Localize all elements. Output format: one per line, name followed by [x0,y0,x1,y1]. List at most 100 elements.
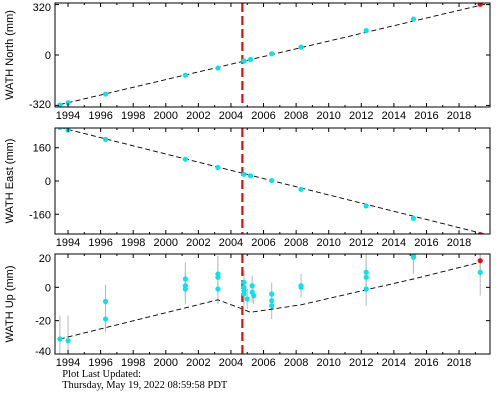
east-data-point [215,164,221,171]
east-data-point [363,203,369,209]
north-x-tick-label: 2002 [186,110,210,122]
north-latest-point [477,3,483,7]
up-x-tick-label: 2018 [447,357,471,369]
east-x-tick-label: 2018 [447,237,471,249]
north-data-point [65,100,71,106]
up-x-tick-label: 2004 [219,357,243,369]
north-data-point [102,91,109,97]
up-data-point [57,336,63,342]
north-plot-area [57,3,487,107]
north-data-point [241,58,247,64]
east-x-tick-label: 2004 [219,237,243,249]
east-x-tick-label: 2016 [414,237,438,249]
up-y-axis-label: WATH Up (mm) [4,266,16,343]
north-x-tick-label: 2006 [251,110,275,122]
up-x-tick-label: 2008 [284,357,308,369]
east-x-tick-label: 1994 [56,237,80,249]
east-y-tick-label: 160 [33,143,51,155]
footer-last-updated: Plot Last Updated: Thursday, May 19, 202… [57,358,237,391]
up-data-point [410,254,417,260]
north-x-tick-label: 2016 [414,110,438,122]
north-x-tick-label: 2012 [349,110,373,122]
north-y-axis-label: WATH North (mm) [4,10,16,100]
east-data-point [410,215,417,222]
up-data-point [269,303,275,309]
up-y-tick-label: -40 [35,346,51,358]
up-x-tick-label: 2010 [316,357,340,369]
up-data-point [102,316,109,322]
up-data-point [215,274,221,280]
up-data-point [215,286,221,292]
north-data-point [298,44,304,50]
north-y-tick-label: 0 [45,50,51,62]
east-data-point [247,173,254,179]
east-data-point [57,128,63,130]
up-data-point [102,298,109,305]
up-y-tick-label: 0 [45,282,51,294]
north-y-tick-label: -320 [29,99,51,111]
up-x-tick-label: 2006 [251,357,275,369]
north-x-tick-label: 2000 [154,110,178,122]
east-y-tick-label: -160 [29,209,51,221]
panel-east: 1994 1996 1998 2000 2002 2004 2006 2008 2010 2012… [4,127,491,249]
up-model-line [59,261,481,340]
east-plot-area [57,128,487,234]
up-data-point [241,279,247,285]
up-latest-point [477,258,483,264]
up-data-point [269,291,275,297]
east-y-axis-label: WATH East (mm) [4,139,16,224]
up-frame [54,253,491,355]
up-data-point [249,283,255,289]
up-x-tick-label: 1994 [56,357,80,369]
north-x-tick-label: 2010 [316,110,340,122]
up-data-point [363,274,369,280]
up-x-tick-label: 1998 [121,357,145,369]
north-x-tick-label: 1996 [88,110,112,122]
up-y-tick-label: -20 [35,316,51,328]
up-data-point [182,276,188,282]
north-data-point [363,27,369,34]
east-x-tick-label: 2006 [251,237,275,249]
up-y-tick-label: 20 [39,253,51,265]
east-x-tick-label: 1998 [121,237,145,249]
east-x-tick-label: 2010 [316,237,340,249]
north-data-point [247,56,254,63]
east-x-tick-label: 2008 [284,237,308,249]
up-x-tick-label: 1996 [88,357,112,369]
north-data-point [269,51,275,57]
east-x-tick-label: 2014 [382,237,406,249]
east-data-point [241,171,247,177]
north-data-point [410,16,417,22]
east-x-tick-label: 2002 [186,237,210,249]
up-data-point [251,293,257,299]
footer-timestamp: Thursday, May 19, 2022 08:59:58 PDT [62,380,228,391]
east-x-tick-label: 2012 [349,237,373,249]
east-data-point [182,156,188,162]
east-data-point [102,136,109,143]
north-x-tick-label: 1994 [56,110,80,122]
north-x-tick-label: 1998 [121,110,145,122]
north-x-tick-label: 2014 [382,110,406,122]
panel-up: 1994 1996 1998 2000 2002 2004 2006 2008 2010 2012… [4,253,491,369]
east-data-point [269,177,275,184]
up-data-point [182,286,188,292]
north-x-tick-label: 2018 [447,110,471,122]
up-data-point [65,338,71,344]
up-plot-area [57,254,483,354]
up-data-point [363,269,369,275]
east-latest-point [477,232,483,234]
up-data-point [363,286,369,292]
up-data-point [477,269,483,275]
up-x-tick-label: 2002 [186,357,210,369]
footer-label: Plot Last Updated: [62,369,141,380]
east-data-point [298,186,304,192]
up-x-tick-label: 2000 [154,357,178,369]
north-data-point [215,65,221,71]
up-data-point [244,296,250,302]
up-data-point [298,284,304,290]
north-x-tick-label: 2008 [284,110,308,122]
up-data-point [269,298,275,304]
up-x-tick-label: 2016 [414,357,438,369]
north-x-tick-label: 2004 [219,110,243,122]
north-data-point [182,72,188,78]
